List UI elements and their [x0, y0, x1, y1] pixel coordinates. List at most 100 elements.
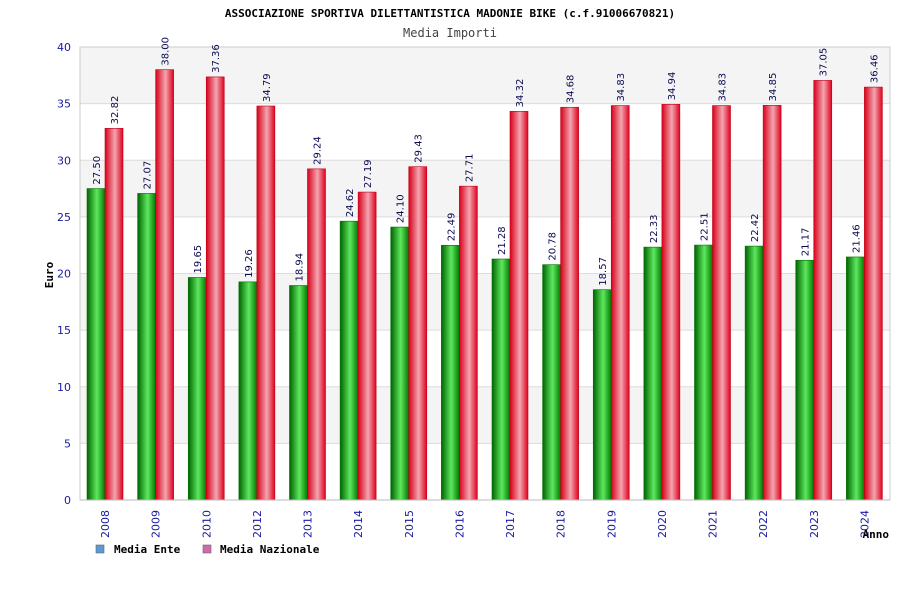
bar-media-nazionale [155, 69, 174, 501]
bar-media-ente [592, 289, 612, 501]
bar-media-ente [643, 246, 663, 501]
bar-media-ente [441, 245, 460, 501]
bar-media-ente [846, 256, 865, 501]
x-tick-label: 2021 [707, 510, 720, 538]
bars [86, 69, 883, 501]
x-axis-ticks: 2008 2009 2010 2012 2013 2014 2015 2016 2017 2018… [99, 510, 871, 538]
bar-media-nazionale [661, 104, 681, 501]
bar-media-nazionale [357, 191, 377, 501]
x-tick-label: 2013 [302, 510, 315, 538]
data-label: 34.94 [667, 72, 678, 101]
x-tick-label: 2008 [99, 510, 112, 538]
bar-media-nazionale [459, 185, 478, 501]
legend-label-media-nazionale: Media Nazionale [220, 543, 320, 556]
value-labels: 27.50 32.82 27.07 38.00 19.65 37.36 19.26 34.79… [92, 37, 880, 286]
bar-media-nazionale [864, 86, 883, 501]
data-label: 22.33 [649, 214, 660, 243]
y-tick-label: 15 [57, 324, 71, 337]
bar-media-ente [137, 193, 156, 501]
bar-media-ente [339, 220, 359, 501]
legend: Media Ente Media Nazionale [95, 543, 320, 556]
data-label: 37.05 [819, 48, 830, 77]
x-tick-label: 2014 [352, 510, 365, 538]
bar-media-ente [744, 245, 764, 501]
y-tick-label: 5 [64, 437, 71, 450]
bar-media-nazionale [762, 105, 782, 501]
data-label: 34.32 [515, 79, 526, 108]
bar-media-nazionale [104, 128, 124, 501]
data-label: 19.65 [193, 245, 204, 274]
data-label: 34.68 [566, 75, 577, 104]
data-label: 32.82 [110, 96, 121, 125]
data-label: 22.49 [446, 213, 457, 242]
bar-media-ente [187, 277, 207, 501]
data-label: 21.28 [497, 226, 508, 255]
y-axis-label: Euro [43, 261, 56, 288]
bar-media-nazionale [408, 166, 428, 501]
data-label: 27.50 [92, 156, 103, 185]
bar-media-ente [542, 264, 561, 501]
x-tick-label: 2020 [656, 510, 669, 538]
bar-media-nazionale [205, 76, 225, 501]
x-tick-label: 2012 [251, 510, 264, 538]
legend-label-media-ente: Media Ente [114, 543, 181, 556]
x-tick-label: 2017 [504, 510, 517, 538]
bar-media-ente [491, 258, 511, 501]
y-tick-label: 25 [57, 211, 71, 224]
data-label: 18.57 [598, 257, 609, 286]
y-tick-label: 35 [57, 98, 71, 111]
bar-media-nazionale [610, 105, 630, 501]
x-tick-label: 2016 [453, 510, 466, 538]
data-label: 18.94 [295, 253, 306, 282]
data-label: 37.36 [211, 44, 222, 73]
data-label: 27.19 [363, 159, 374, 188]
data-label: 21.17 [801, 228, 812, 257]
data-label: 22.42 [750, 213, 761, 242]
bar-media-ente [390, 226, 410, 501]
data-label: 27.71 [464, 154, 475, 183]
bar-media-ente [795, 259, 815, 501]
data-label: 36.46 [869, 54, 880, 83]
data-label: 38.00 [161, 37, 172, 66]
y-tick-label: 40 [57, 41, 71, 54]
y-tick-label: 0 [64, 494, 71, 507]
data-label: 24.10 [396, 194, 407, 223]
y-tick-label: 30 [57, 154, 71, 167]
data-label: 34.83 [616, 73, 627, 102]
data-label: 27.07 [143, 161, 154, 190]
data-label: 29.24 [313, 136, 324, 165]
legend-swatch-media-nazionale [202, 544, 212, 554]
bar-media-nazionale [307, 168, 326, 501]
data-label: 34.83 [718, 73, 729, 102]
data-label: 19.26 [244, 249, 255, 278]
bar-media-nazionale [256, 105, 276, 501]
bar-media-ente [694, 244, 713, 501]
bar-media-nazionale [560, 106, 579, 501]
data-label: 20.78 [548, 232, 559, 261]
y-axis-ticks: 0 5 10 15 20 25 30 35 40 [57, 41, 71, 507]
x-tick-label: 2023 [808, 510, 821, 538]
bar-media-nazionale [813, 80, 833, 501]
x-tick-label: 2022 [757, 510, 770, 538]
x-tick-label: 2024 [858, 510, 871, 538]
x-axis-label: Anno [863, 528, 890, 541]
chart-title: ASSOCIAZIONE SPORTIVA DILETTANTISTICA MA… [225, 7, 675, 20]
data-label: 24.62 [345, 189, 356, 218]
x-tick-label: 2010 [200, 510, 213, 538]
x-tick-label: 2019 [605, 510, 618, 538]
bar-media-nazionale [509, 111, 529, 501]
bar-media-nazionale [712, 105, 731, 501]
data-label: 34.79 [262, 73, 273, 102]
data-label: 34.85 [768, 73, 779, 102]
data-label: 29.43 [414, 134, 425, 163]
bar-media-ente [289, 285, 308, 501]
legend-swatch-media-ente [95, 544, 105, 554]
data-label: 22.51 [700, 212, 711, 241]
y-tick-label: 10 [57, 381, 71, 394]
y-tick-label: 20 [57, 268, 71, 281]
x-tick-label: 2009 [150, 510, 163, 538]
data-label: 21.46 [851, 224, 862, 253]
bar-media-ente [86, 188, 106, 501]
